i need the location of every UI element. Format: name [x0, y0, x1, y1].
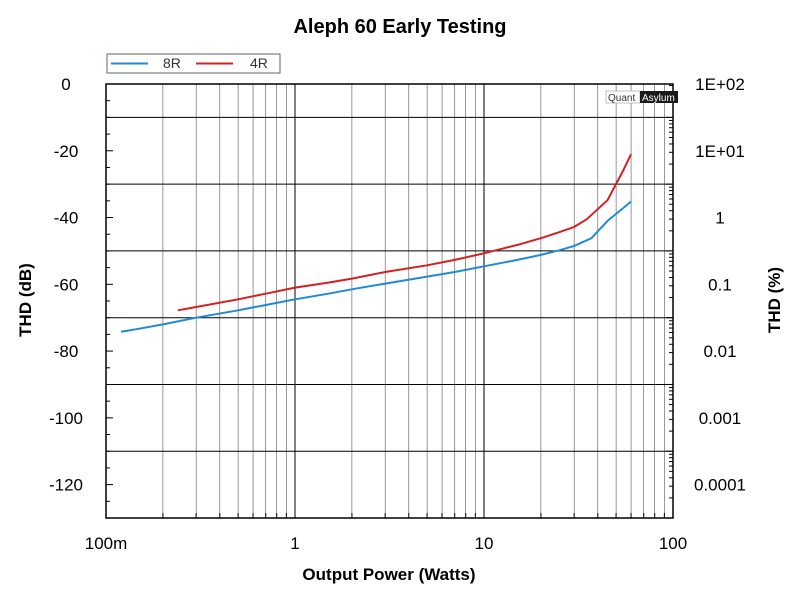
x-axis-title: Output Power (Watts): [302, 565, 475, 584]
x-tick-labels: 100m 1 10 100: [85, 534, 687, 553]
logo-right: [640, 91, 678, 103]
y-tick-label: -40: [54, 209, 79, 228]
y2-tick-label: 1E+02: [695, 75, 745, 94]
y2-tick-label: 0.0001: [694, 476, 746, 495]
y2-tick-label: 1: [715, 209, 724, 228]
y-tick-label: -80: [54, 342, 79, 361]
series-lines: [120, 153, 633, 333]
y-tick-label: -120: [49, 476, 83, 495]
series-line-4r: [177, 153, 633, 312]
y2-tick-label: 1E+01: [695, 142, 745, 161]
chart-title: Aleph 60 Early Testing: [293, 16, 506, 38]
x-tick-label: 100m: [85, 534, 128, 553]
x-tick-label: 10: [475, 534, 494, 553]
y-tick-label: -60: [54, 275, 79, 294]
logo-text-asylum: Asylum: [642, 93, 675, 104]
legend: 8R 4R: [106, 53, 281, 74]
logo-text-quant: Quant: [608, 93, 635, 104]
legend-box: [106, 53, 281, 74]
grid: [106, 84, 673, 518]
tick-marks: [105, 83, 673, 519]
y2-tick-label: 0.01: [703, 342, 736, 361]
x-tick-label: 1: [290, 534, 299, 553]
y-tick-labels: 0 -20 -40 -60 -80 -100 -120: [49, 75, 83, 495]
plot-frame: [105, 83, 674, 519]
y2-tick-label: 0.1: [708, 275, 732, 294]
y2-tick-label: 0.001: [699, 409, 742, 428]
y-tick-label: -100: [49, 409, 83, 428]
y-tick-label: -20: [54, 142, 79, 161]
legend-label-8r: 8R: [163, 55, 181, 71]
y2-tick-labels: 1E+02 1E+01 1 0.1 0.01 0.001 0.0001: [694, 75, 746, 495]
y-axis-title: THD (dB): [16, 263, 35, 337]
x-tick-label: 100: [659, 534, 687, 553]
series-line-8r: [120, 200, 632, 333]
y2-axis-title: THD (%): [765, 267, 784, 333]
legend-label-4r: 4R: [250, 55, 268, 71]
quantasylum-logo: Quant Asylum: [605, 90, 678, 104]
y-tick-label: 0: [61, 75, 70, 94]
